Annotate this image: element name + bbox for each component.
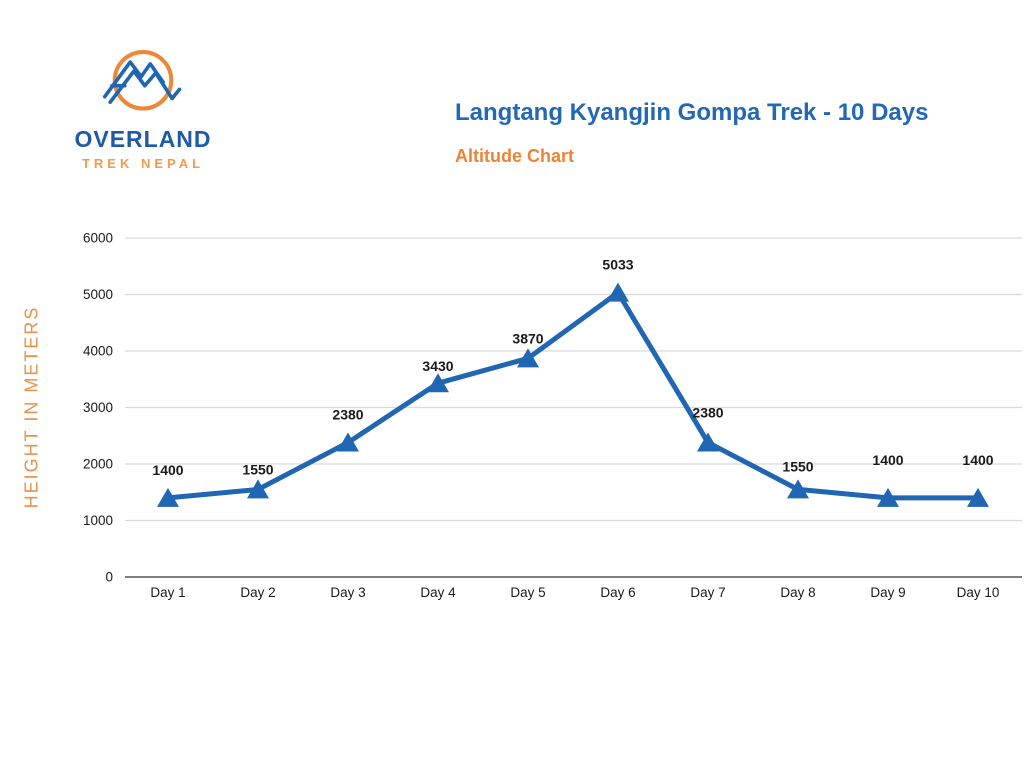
y-tick-label: 3000 [83,400,113,415]
x-tick-label: Day 4 [420,585,456,600]
data-point-marker [697,432,719,452]
title-block: Langtang Kyangjin Gompa Trek - 10 Days A… [455,99,929,167]
x-tick-label: Day 5 [510,585,545,600]
data-point-marker [157,487,179,507]
x-tick-label: Day 8 [780,585,815,600]
x-tick-label: Day 2 [240,585,275,600]
mountain-logo-icon [102,49,182,111]
data-point-marker [877,487,899,507]
logo-tagline: TREK NEPAL [81,156,205,171]
logo-name: OVERLAND [74,126,212,152]
y-tick-label: 4000 [83,344,113,359]
trend-line [165,290,981,501]
x-tick-label: Day 7 [690,585,725,600]
data-point-label: 1400 [872,452,903,468]
data-point-marker [607,282,629,302]
data-point-marker [337,432,359,452]
data-point-marker [967,487,989,507]
data-point-marker [787,479,809,499]
x-tick-label: Day 6 [600,585,635,600]
data-point-label: 3870 [512,330,543,346]
data-point-label: 1550 [782,458,813,474]
x-tick-label: Day 9 [870,585,905,600]
data-point-marker [247,479,269,499]
data-point-label: 5033 [602,257,633,273]
page-title: Langtang Kyangjin Gompa Trek - 10 Days [455,99,929,126]
data-point-marker [517,348,539,368]
data-point-label: 2380 [332,407,363,423]
data-point-label: 1550 [242,461,273,477]
y-tick-label: 2000 [83,457,113,472]
data-point-label: 2380 [692,405,723,421]
logo: OVERLAND TREK NEPAL [58,42,228,171]
x-tick-label: Day 1 [150,585,185,600]
y-tick-label: 1000 [83,513,113,528]
x-tick-label: Day 3 [330,585,365,600]
x-tick-label: Day 10 [957,585,1000,600]
chart-subtitle: Altitude Chart [455,146,574,167]
data-point-label: 3430 [422,358,453,374]
data-point-label: 1400 [962,452,993,468]
data-point-label: 1400 [152,462,183,478]
y-tick-label: 5000 [83,287,113,302]
data-point-marker [427,373,449,393]
y-tick-label: 6000 [83,231,113,246]
y-tick-label: 0 [105,570,113,585]
